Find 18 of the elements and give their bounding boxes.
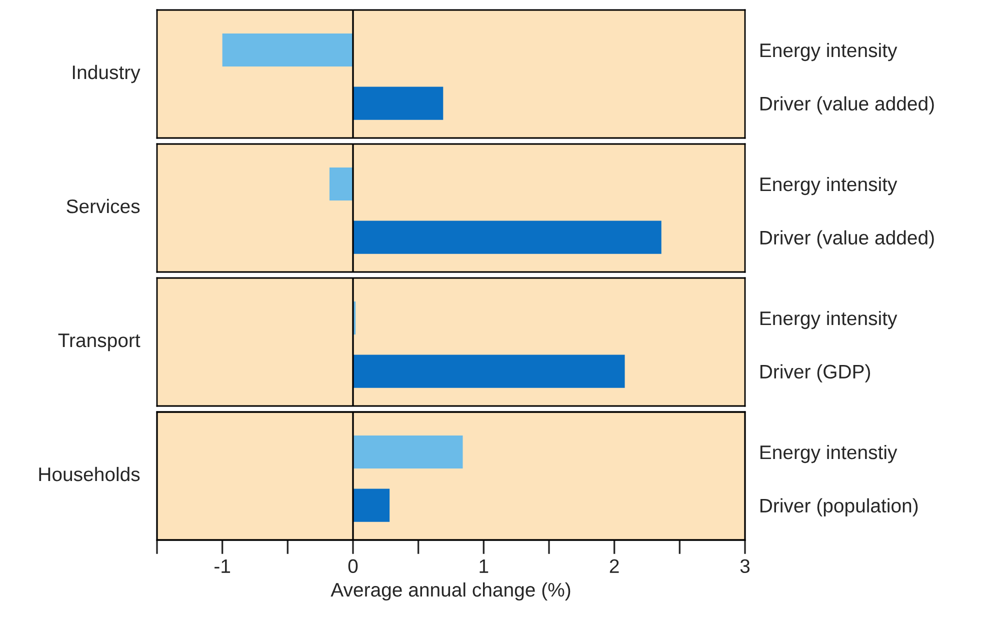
y-tick-label: Energy intensity — [760, 42, 898, 62]
x-tick-label: -1 — [214, 559, 230, 573]
y-tick-label: Energy intenstiy — [760, 444, 898, 464]
x-tick-label: 1 — [480, 559, 488, 573]
x-tick-label: 2 — [610, 559, 619, 573]
y-tick-label: Energy intensity — [760, 310, 898, 330]
y-tick-label: Energy intensity — [760, 176, 898, 196]
y-tick-label: Driver (GDP) — [760, 364, 870, 382]
y-axis-title: Services — [66, 198, 140, 214]
x-axis-title: Average annual change (%) — [330, 582, 570, 601]
x-tick-label: 0 — [348, 559, 358, 574]
y-tick-label: Driver (value added) — [760, 230, 934, 248]
x-tick-label: 3 — [740, 559, 750, 574]
y-axis-title: Industry — [72, 64, 140, 84]
y-axis-title: Transport — [58, 334, 140, 352]
y-tick-label: Driver (value added) — [760, 96, 934, 114]
y-tick-label: Driver (population) — [760, 498, 918, 516]
y-axis-title: Households — [39, 466, 140, 482]
